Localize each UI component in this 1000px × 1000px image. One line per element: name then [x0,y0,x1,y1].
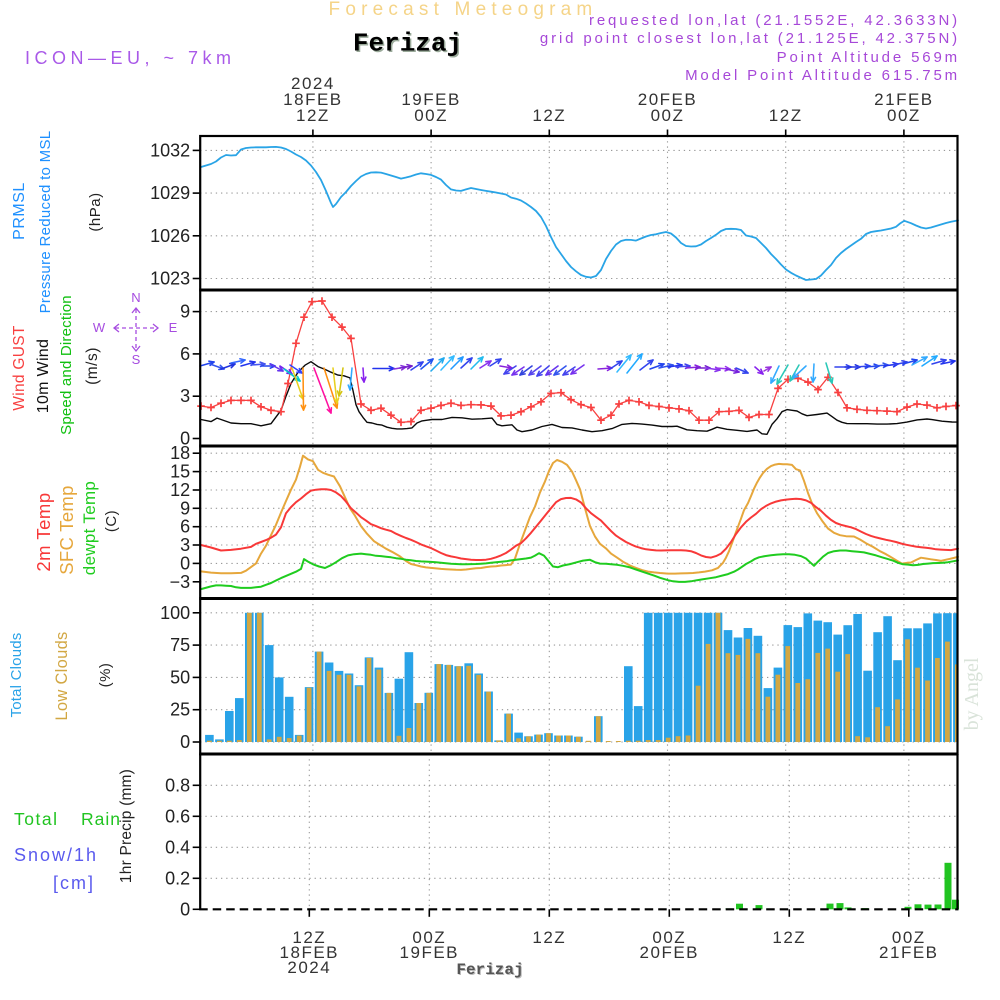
svg-text:PRMSL: PRMSL [11,182,28,240]
svg-text:1029: 1029 [150,183,190,203]
svg-text:18FEB: 18FEB [280,943,339,962]
svg-text:Ferizaj: Ferizaj [456,961,523,979]
svg-text:SFC Temp: SFC Temp [56,485,77,574]
svg-text:2024: 2024 [287,958,331,977]
svg-text:0: 0 [180,553,190,573]
svg-text:25: 25 [170,700,190,720]
svg-text:(C): (C) [103,510,120,532]
svg-text:0.4: 0.4 [165,837,190,857]
svg-text:00Z: 00Z [887,106,921,125]
svg-text:00Z: 00Z [892,928,926,947]
svg-text:100: 100 [160,603,190,623]
svg-text:21FEB: 21FEB [874,90,933,109]
svg-text:Ferizaj: Ferizaj [353,29,462,59]
svg-text:20FEB: 20FEB [640,943,699,962]
svg-text:2024: 2024 [291,74,335,93]
svg-text:E: E [169,320,178,335]
svg-text:3: 3 [180,535,190,555]
svg-text:00Z: 00Z [651,106,685,125]
svg-text:Snow/1h: Snow/1h [14,845,98,865]
svg-text:0: 0 [180,899,190,919]
svg-text:12Z: 12Z [296,106,330,125]
svg-text:19FEB: 19FEB [400,943,459,962]
svg-text:(%): (%) [97,663,114,688]
svg-text:Forecast Meteogram: Forecast Meteogram [329,0,598,20]
svg-text:N: N [131,290,140,305]
svg-text:19FEB: 19FEB [401,90,460,109]
svg-text:6: 6 [180,517,190,537]
svg-text:18FEB: 18FEB [283,90,342,109]
svg-text:Rain: Rain [81,809,121,829]
svg-text:(hPa): (hPa) [87,192,104,231]
svg-text:Ferizaj: Ferizaj [354,30,463,60]
svg-text:requested lon,lat (21.1552E, 4: requested lon,lat (21.1552E, 42.3633N) [589,12,960,29]
svg-text:Low Clouds: Low Clouds [53,631,71,720]
svg-text:20FEB: 20FEB [638,90,697,109]
svg-text:6: 6 [180,344,190,364]
svg-text:grid point closest lon,lat (21: grid point closest lon,lat (21.125E, 42.… [540,30,960,47]
svg-text:0: 0 [180,429,190,449]
svg-text:12Z: 12Z [532,928,566,947]
svg-text:50: 50 [170,667,190,687]
svg-text:12Z: 12Z [772,928,806,947]
svg-text:2m Temp: 2m Temp [33,492,54,571]
svg-text:15: 15 [170,462,190,482]
svg-text:1032: 1032 [150,140,190,160]
svg-text:Speed and Direction: Speed and Direction [58,295,75,435]
svg-text:75: 75 [170,635,190,655]
svg-text:Total: Total [14,809,58,829]
svg-text:ICON—EU, ~ 7km: ICON—EU, ~ 7km [25,48,236,68]
svg-text:00Z: 00Z [414,106,448,125]
svg-text:10m Wind: 10m Wind [35,339,52,413]
svg-text:18: 18 [170,443,190,463]
svg-text:21FEB: 21FEB [879,943,938,962]
svg-text:0.6: 0.6 [165,806,190,826]
svg-text:0.8: 0.8 [165,775,190,795]
svg-text:Total Clouds: Total Clouds [8,633,25,718]
svg-text:12Z: 12Z [292,928,326,947]
svg-text:0: 0 [180,732,190,752]
svg-text:0.2: 0.2 [165,868,190,888]
svg-text:Wind GUST: Wind GUST [11,325,28,411]
svg-text:−3: −3 [170,572,191,592]
svg-text:1023: 1023 [150,268,190,288]
svg-text:9: 9 [180,302,190,322]
svg-text:12Z: 12Z [769,106,803,125]
svg-text:00Z: 00Z [412,928,446,947]
svg-text:by Angel: by Angel [961,657,983,730]
svg-text:Ferizaj: Ferizaj [457,962,524,980]
svg-text:9: 9 [180,498,190,518]
svg-text:3: 3 [180,386,190,406]
svg-text:12Z: 12Z [532,106,566,125]
svg-text:(m/s): (m/s) [84,347,101,385]
svg-text:[cm]: [cm] [53,873,95,893]
svg-text:12: 12 [170,480,190,500]
svg-text:Pressure Reduced to MSL: Pressure Reduced to MSL [37,131,54,314]
svg-text:Model Point Altitude 615.75m: Model Point Altitude 615.75m [685,67,960,84]
svg-text:Point Altitude 569m: Point Altitude 569m [777,49,960,66]
svg-text:W: W [93,320,106,335]
svg-text:00Z: 00Z [652,928,686,947]
svg-text:S: S [132,352,141,367]
svg-text:dewpt Temp: dewpt Temp [80,481,99,575]
svg-text:1026: 1026 [150,226,190,246]
svg-text:1hr Precip (mm): 1hr Precip (mm) [118,769,135,883]
